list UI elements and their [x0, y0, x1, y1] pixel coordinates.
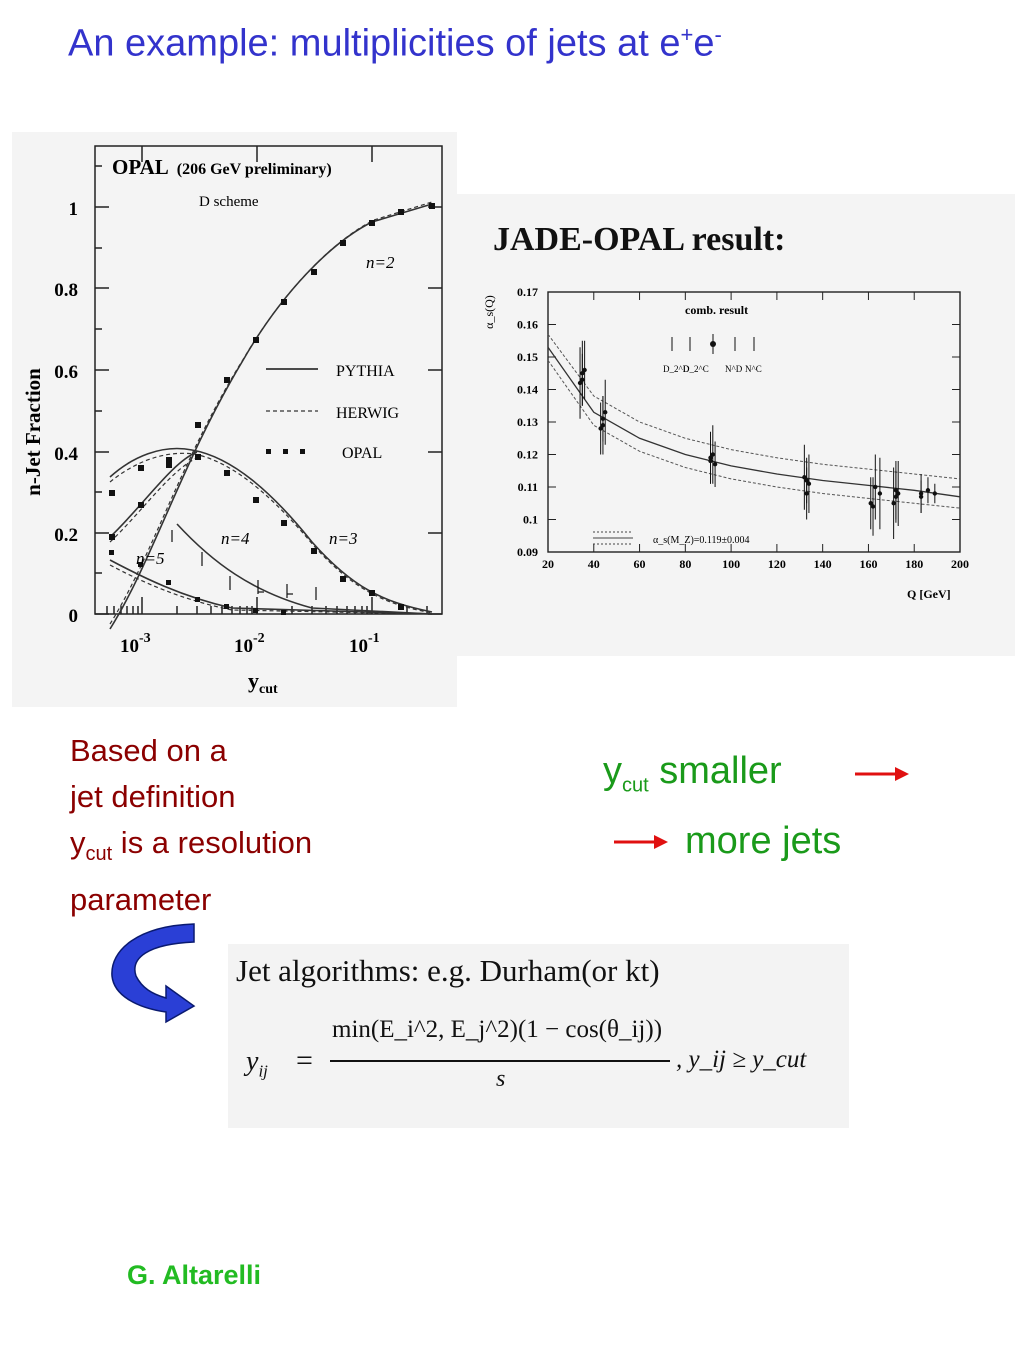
data-point [896, 491, 901, 496]
left-ytick-label: 0 [69, 606, 79, 627]
curve-label-n5: n=5 [136, 549, 164, 568]
equation-box [228, 944, 849, 1128]
y-tick-label: 0.15 [517, 350, 538, 364]
author-name: G. Altarelli [127, 1260, 262, 1290]
left-plot-scheme: D scheme [199, 194, 259, 210]
x-tick-label: 180 [905, 557, 923, 571]
y-tick-label: 0.13 [517, 415, 538, 429]
fraction-bar [330, 1060, 670, 1062]
y-tick-label: 0.14 [517, 383, 538, 397]
curve-label-n2: n=2 [366, 253, 395, 272]
data-point [580, 371, 585, 376]
data-point [600, 423, 606, 428]
data-point [893, 488, 899, 493]
left-ytick-label: 1 [69, 199, 79, 220]
curve-n4-herwig [109, 456, 200, 543]
left-ytick-label: 0.6 [54, 362, 78, 383]
left-xtick-label: 10-2 [234, 631, 265, 657]
curve-label-n4: n=4 [221, 529, 250, 548]
x-tick-label: 100 [722, 557, 740, 571]
left-plot-header: OPAL (206 GeV preliminary) [112, 155, 332, 179]
jet-definition-description: Based on a jet definition ycut is a reso… [70, 728, 312, 923]
data-point [932, 491, 938, 496]
chart-legend-bottom: α_s(M_Z)=0.119±0.004 [653, 535, 750, 546]
data-point [582, 367, 587, 373]
chart-legend-marker-label: D_2^C [683, 364, 709, 374]
chart-legend-marker-label: N^C [745, 364, 762, 374]
chart-title: JADE-OPAL result: [493, 221, 785, 258]
red-arrow-right-icon [614, 835, 668, 849]
left-ytick-label: 0.4 [54, 444, 78, 465]
x-tick-label: 120 [768, 557, 786, 571]
curve-n4-pythia [109, 451, 433, 615]
data-point [802, 475, 807, 480]
data-point [806, 481, 812, 486]
chart-ylabel: α_s(Q) [482, 295, 496, 329]
data-point [712, 462, 718, 467]
data-point [918, 494, 924, 499]
chart-legend-top: comb. result [685, 303, 748, 317]
data-point [891, 501, 896, 506]
x-tick-label: 140 [814, 557, 832, 571]
chart-legend-marker-label: N^D [725, 364, 743, 374]
description-line: jet definition [70, 779, 236, 814]
curve-n2-herwig [109, 201, 433, 625]
data-point [804, 491, 809, 496]
alphas-central-curve [547, 346, 961, 498]
data-point [577, 380, 583, 386]
curved-arrow-icon [111, 923, 196, 1024]
x-tick-label: 60 [634, 557, 646, 571]
curve-n3-herwig [109, 452, 433, 614]
opal-data-points [109, 203, 435, 615]
legend-herwig: HERWIG [336, 405, 400, 422]
data-point [873, 484, 878, 490]
opal-njet-plot: 0 0.2 0.4 0.6 0.8 1 10-3 10-2 10-1 ycut … [12, 132, 457, 707]
data-point [877, 491, 883, 496]
x-tick-label: 80 [679, 557, 691, 571]
jade-opal-chart: JADE-OPAL result: 20 40 60 80 100 120 140 160 18… [482, 221, 969, 601]
alphas-upper-curve [547, 334, 961, 480]
x-tick-label: 200 [951, 557, 969, 571]
chart-xlabel: Q [GeV] [907, 587, 951, 601]
alphas-lower-curve [547, 360, 961, 509]
x-tick-label: 40 [588, 557, 600, 571]
data-point [868, 501, 873, 506]
curve-n5-herwig [109, 564, 433, 615]
more-jets-text: more jets [685, 820, 842, 862]
jet-algorithms-heading: Jet algorithms: e.g. Durham(or kt) [236, 953, 660, 988]
jade-opal-panel [457, 194, 1015, 656]
y-tick-label: 0.09 [517, 545, 538, 559]
y-tick-label: 0.11 [518, 480, 538, 494]
left-ytick-label: 0.2 [54, 525, 78, 546]
curve-label-n3: n=3 [329, 529, 357, 548]
x-tick-label: 160 [859, 557, 877, 571]
chart-legend-markers [671, 334, 755, 354]
description-line: Based on a [70, 733, 227, 768]
data-point [925, 488, 931, 493]
chart-legend-marker-label: D_2^D [663, 364, 690, 374]
data-point [870, 504, 876, 509]
slide-title: An example: multiplicities of jets at e+… [68, 22, 722, 65]
legend-pythia: PYTHIA [336, 363, 395, 380]
durham-formula: yij = min(E_i^2, E_j^2)(1 − cos(θ_ij)) s… [246, 1016, 807, 1092]
description-line: parameter [70, 882, 212, 918]
left-xtick-label: 10-3 [120, 631, 151, 657]
x-tick-label: 20 [542, 557, 554, 571]
y-tick-label: 0.16 [517, 318, 538, 332]
description-line: ycut is a resolution [70, 825, 313, 866]
left-ylabel: n-Jet Fraction [21, 368, 45, 496]
left-ytick-label: 0.8 [54, 280, 78, 301]
y-tick-label: 0.17 [517, 285, 538, 299]
legend-opal: OPAL [342, 445, 382, 462]
data-point [708, 455, 713, 460]
data-point [710, 452, 715, 457]
y-tick-label: 0.1 [523, 513, 538, 527]
y-tick-label: 0.12 [517, 448, 538, 462]
data-point [603, 410, 608, 415]
left-xtick-label: 10-1 [349, 631, 380, 657]
ycut-smaller-text: ycut smaller [603, 750, 782, 797]
red-arrow-right-icon [855, 767, 909, 781]
left-xlabel: ycut [248, 668, 278, 697]
data-point [598, 426, 603, 431]
